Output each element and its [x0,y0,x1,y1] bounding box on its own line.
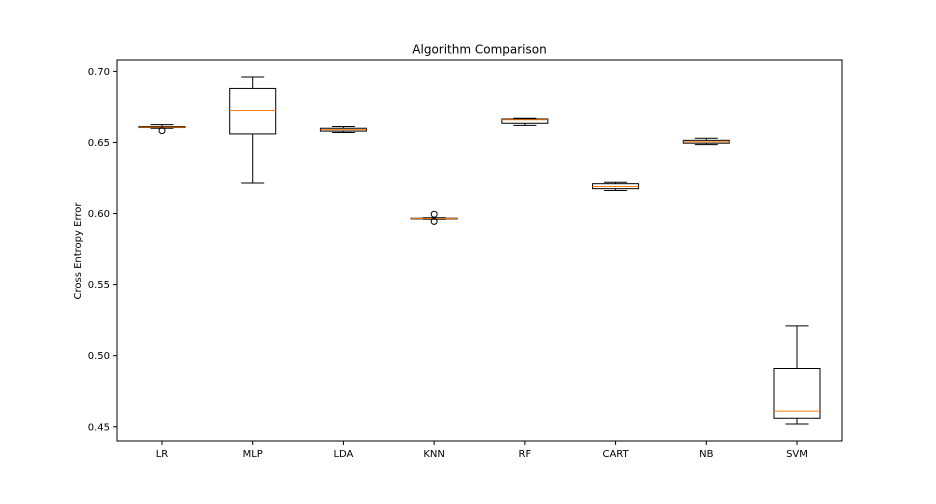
outlier-point [158,127,166,135]
x-tick-label: KNN [423,449,445,460]
x-tick-label: LDA [333,449,353,460]
x-tick-label: MLP [243,449,263,460]
y-tick-label: 0.65 [88,138,110,149]
axes-frame [116,59,843,442]
outlier-point [430,217,438,225]
y-axis-label: Cross Entropy Error [73,202,84,300]
y-tick-label: 0.70 [88,67,110,78]
outlier-point [430,210,438,218]
x-tick-label: CART [602,449,629,460]
box [229,87,277,135]
y-tick-label: 0.45 [88,422,110,433]
y-tick-label: 0.55 [88,280,110,291]
x-tick-label: SVM [786,449,808,460]
y-tick-label: 0.60 [88,209,110,220]
plot-area: 0.45 0.50 0.55 0.60 0.65 0.70 LR MLP LDA KNN RF CAR… [88,67,821,460]
x-tick-label: LR [156,449,169,460]
x-tick-label: NB [699,449,713,460]
box [773,367,821,419]
y-tick-label: 0.50 [88,351,110,362]
box [501,118,549,124]
x-tick-label: RF [519,449,532,460]
chart-title: Algorithm Comparison [412,43,546,57]
